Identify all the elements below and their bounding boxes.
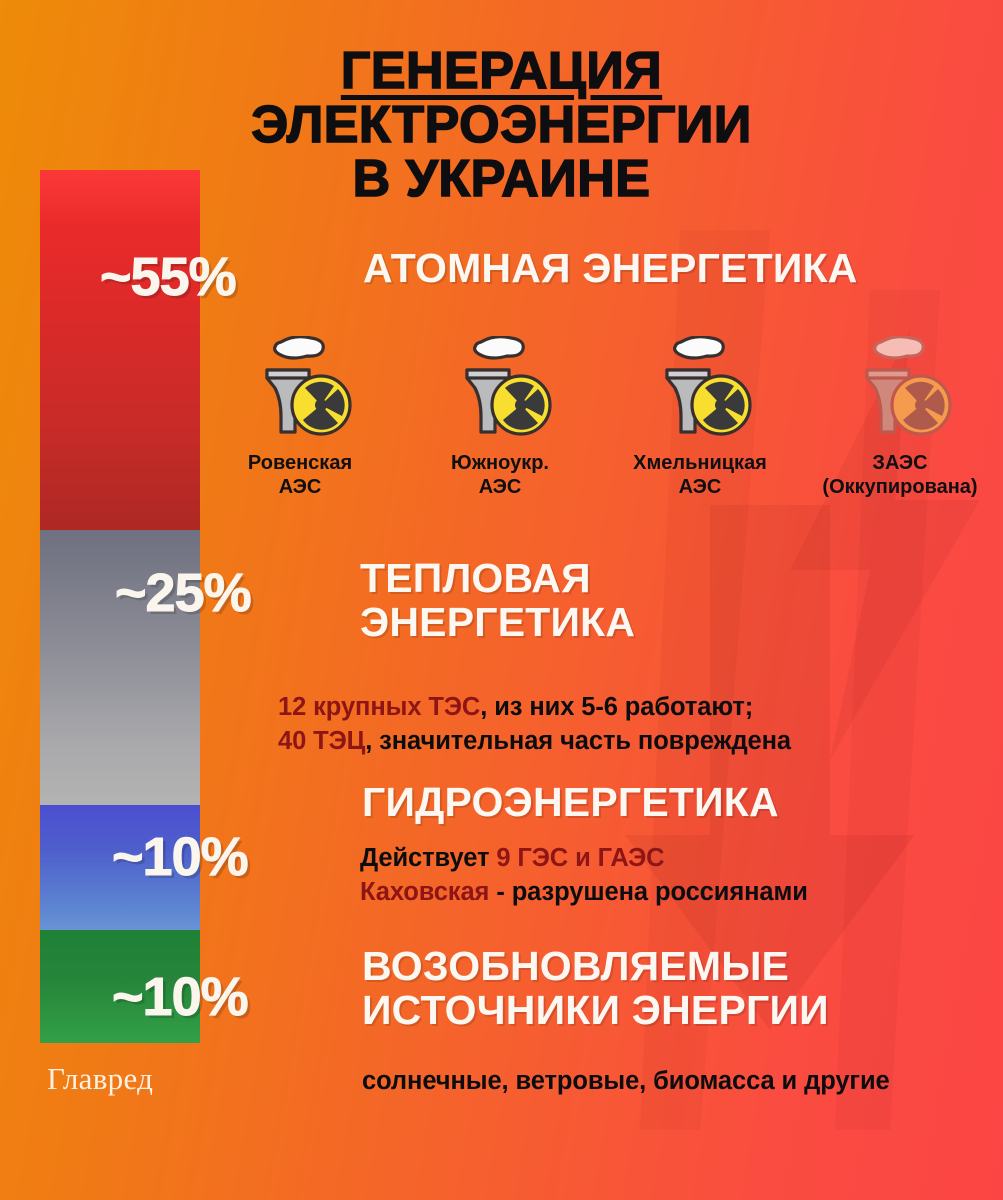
note-hydro-rest-2: - разрушена россиянами	[489, 877, 808, 906]
note-hydro-line-2: Каховская - разрушена россиянами	[360, 876, 808, 910]
note-hydro-highlight-1: 9 ГЭС и ГАЭС	[496, 844, 665, 872]
percent-label-nuclear: ~55%	[100, 247, 238, 308]
plant-item-pivdennoukrainsk: Южноукр. АЭС	[405, 336, 595, 500]
energy-share-bar	[40, 170, 200, 1043]
note-thermal-line-1: 12 крупных ТЭС, из них 5-6 работают;	[278, 691, 791, 725]
bar-segment-nuclear	[40, 170, 200, 530]
section-title-hydro: ГИДРОЭНЕРГЕТИКА	[362, 779, 779, 825]
note-hydro-highlight-2: Каховская	[360, 877, 490, 906]
note-thermal: 12 крупных ТЭС, из них 5-6 работают; 40 …	[278, 691, 791, 759]
brand-watermark: Главред	[47, 1061, 154, 1096]
note-thermal-highlight-2: 40 ТЭЦ	[278, 726, 366, 755]
section-title-thermal: ТЕПЛОВАЯ ЭНЕРГЕТИКА	[360, 555, 636, 646]
note-hydro: Действует 9 ГЭС и ГАЭС Каховская - разру…	[360, 842, 808, 910]
section-title-renewable: ВОЗОБНОВЛЯЕМЫЕ ИСТОЧНИКИ ЭНЕРГИИ	[362, 943, 829, 1034]
page-title: ГЕНЕРАЦИЯ ЭЛЕКТРОЭНЕРГИИ В УКРАИНЕ	[0, 42, 1003, 208]
nuclear-plant-icon	[445, 336, 555, 444]
plant-label: Южноукр. АЭС	[451, 452, 549, 499]
bar-segment-hydro	[40, 805, 200, 930]
note-thermal-highlight-1: 12 крупных ТЭС	[278, 693, 481, 721]
bar-segment-renewable	[40, 930, 200, 1043]
section-title-nuclear: АТОМНАЯ ЭНЕРГЕТИКА	[363, 245, 858, 291]
percent-label-thermal: ~25%	[115, 563, 253, 624]
note-renewable: солнечные, ветровые, биомасса и другие	[362, 1067, 890, 1095]
title-line-2: ЭЛЕКТРОЭНЕРГИИ	[250, 95, 752, 154]
note-thermal-line-2: 40 ТЭЦ, значительная часть повреждена	[278, 725, 791, 759]
note-thermal-rest-2: , значительная часть повреждена	[365, 726, 791, 755]
note-hydro-line-1: Действует 9 ГЭС и ГАЭС	[360, 842, 808, 876]
percent-label-hydro: ~10%	[112, 827, 250, 888]
plant-item-zaporizhzhia-occupied: ЗАЭС (Оккупирована)	[805, 336, 995, 500]
nuclear-plant-icon	[245, 336, 355, 444]
nuclear-plant-occupied-icon	[845, 336, 955, 444]
note-thermal-rest-1: , из них 5-6 работают;	[480, 693, 754, 721]
bar-segment-thermal	[40, 530, 200, 805]
note-hydro-pre-1: Действует	[360, 844, 497, 872]
plant-item-rivne: Ровенская АЭС	[205, 336, 395, 500]
plant-item-khmelnytskyi: Хмельницкая АЭС	[605, 336, 795, 500]
percent-label-renewable: ~10%	[112, 967, 250, 1028]
title-line-1: ГЕНЕРАЦИЯ	[340, 42, 663, 101]
title-line-3: В УКРАИНЕ	[352, 149, 651, 208]
plant-label: Хмельницкая АЭС	[633, 452, 767, 499]
nuclear-plant-list: Ровенская АЭС Южноукр. АЭС	[205, 336, 995, 506]
plant-label: ЗАЭС (Оккупирована)	[822, 452, 978, 499]
plant-label: Ровенская АЭС	[247, 452, 353, 499]
nuclear-plant-icon	[645, 336, 755, 444]
